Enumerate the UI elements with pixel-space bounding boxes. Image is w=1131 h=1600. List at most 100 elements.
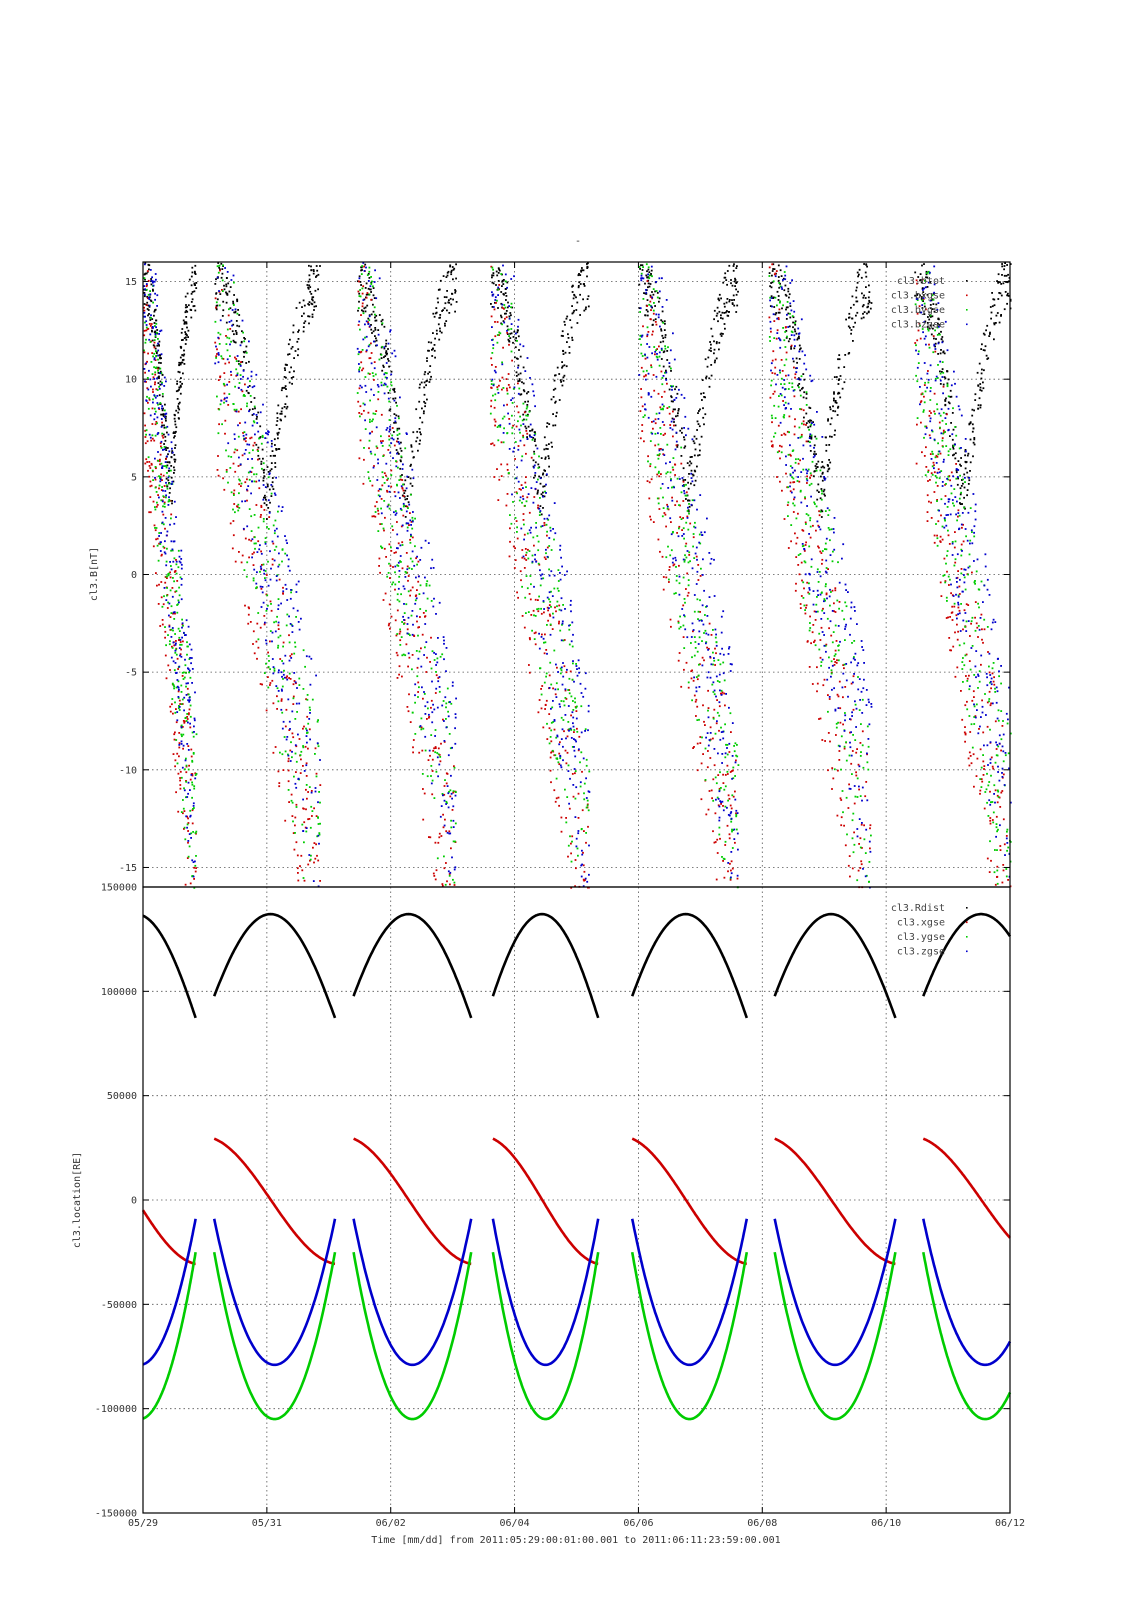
scatter-point-cl3-btot (990, 317, 992, 320)
scatter-point-cl3-btot (276, 417, 279, 419)
scatter-point-cl3-btot (798, 337, 800, 340)
scatter-point-cl3-bygse (719, 663, 722, 666)
scatter-point-cl3-bygse (731, 828, 733, 831)
scatter-point-cl3-bxgse (157, 494, 159, 496)
scatter-point-cl3-bxgse (292, 736, 295, 739)
scatter-point-cl3-bxgse (708, 647, 710, 650)
scatter-point-cl3-bygse (840, 735, 843, 738)
scatter-point-cl3-bygse (409, 541, 412, 544)
scatter-point-cl3-bxgse (250, 539, 253, 542)
scatter-point-cl3-bxgse (224, 419, 227, 422)
scatter-point-cl3-bxgse (798, 573, 801, 576)
scatter-point-cl3-bxgse (825, 643, 828, 646)
scatter-point-cl3-bygse (160, 447, 163, 449)
scatter-point-cl3-bygse (657, 502, 660, 505)
scatter-point-cl3-btot (449, 264, 452, 267)
scatter-point-cl3-btot (965, 461, 968, 463)
scatter-point-cl3-bxgse (235, 358, 238, 360)
scatter-point-cl3-bxgse (789, 453, 791, 456)
scatter-point-cl3-bxgse (820, 552, 823, 554)
scatter-point-cl3-btot (264, 496, 266, 499)
scatter-point-cl3-bygse (663, 405, 665, 408)
scatter-point-cl3-bxgse (790, 540, 792, 543)
scatter-point-cl3-bygse (575, 706, 577, 709)
scatter-point-cl3-btot (419, 416, 421, 419)
scatter-point-cl3-bygse (390, 474, 393, 476)
scatter-point-cl3-bxgse (568, 807, 571, 810)
scatter-point-cl3-bygse (659, 487, 662, 490)
scatter-point-cl3-bxgse (650, 364, 652, 367)
scatter-point-cl3-bygse (145, 288, 148, 291)
scatter-point-cl3-btot (266, 466, 269, 468)
scatter-point-cl3-btot (963, 486, 966, 489)
scatter-point-cl3-bygse (217, 331, 220, 334)
scatter-point-cl3-bygse (293, 775, 295, 778)
scatter-point-cl3-btot (980, 348, 983, 350)
scatter-point-cl3-bxgse (848, 855, 851, 857)
scatter-point-cl3-bxgse (161, 499, 164, 502)
scatter-point-cl3-bxgse (306, 797, 308, 800)
scatter-point-cl3-btot (384, 345, 387, 348)
scatter-point-cl3-btot (491, 274, 493, 277)
scatter-point-cl3-bygse (729, 712, 732, 715)
scatter-point-cl3-bygse (843, 618, 845, 621)
scatter-point-cl3-btot (446, 274, 449, 277)
scatter-point-cl3-btot (498, 269, 501, 272)
scatter-point-cl3-bygse (834, 653, 837, 656)
scatter-point-cl3-btot (821, 472, 824, 475)
scatter-point-cl3-bxgse (174, 612, 176, 615)
scatter-point-cl3-bygse (559, 757, 562, 760)
scatter-point-cl3-bxgse (729, 878, 732, 881)
scatter-point-cl3-bygse (218, 343, 221, 345)
scatter-point-cl3-btot (668, 388, 671, 391)
scatter-point-cl3-bxgse (441, 885, 444, 887)
scatter-point-cl3-bygse (253, 514, 256, 516)
scatter-point-cl3-bxgse (819, 550, 822, 553)
scatter-point-cl3-bxgse (319, 880, 321, 882)
scatter-point-cl3-bygse (227, 455, 230, 458)
scatter-point-cl3-btot (174, 444, 177, 447)
scatter-point-cl3-btot (966, 489, 969, 491)
scatter-point-cl3-bxgse (522, 434, 524, 437)
scatter-point-cl3-bygse (783, 383, 786, 385)
scatter-point-cl3-btot (383, 325, 386, 328)
scatter-point-cl3-bygse (295, 760, 298, 763)
scatter-point-cl3-bxgse (219, 376, 221, 378)
scatter-point-cl3-bxgse (189, 778, 192, 781)
scatter-point-cl3-btot (262, 457, 264, 460)
scatter-point-cl3-bxgse (305, 788, 307, 791)
scatter-point-cl3-bygse (165, 484, 168, 487)
scatter-point-cl3-btot (999, 292, 1002, 295)
scatter-point-cl3-bxgse (157, 603, 160, 605)
scatter-point-cl3-btot (290, 347, 293, 350)
scatter-point-cl3-btot (439, 314, 442, 316)
scatter-point-cl3-bygse (497, 288, 500, 291)
scatter-point-cl3-btot (158, 394, 161, 397)
scatter-point-cl3-btot (380, 357, 383, 359)
scatter-point-cl3-btot (982, 381, 984, 384)
scatter-point-cl3-btot (506, 325, 509, 328)
scatter-point-cl3-btot (974, 393, 977, 396)
scatter-point-cl3-bygse (802, 544, 805, 547)
scatter-point-cl3-bxgse (687, 686, 690, 689)
scatter-point-cl3-bygse (188, 845, 191, 848)
scatter-point-cl3-bygse (675, 566, 677, 568)
scatter-point-cl3-btot (225, 285, 228, 288)
scatter-point-cl3-bygse (720, 726, 722, 729)
scatter-point-cl3-btot (828, 459, 830, 461)
scatter-point-cl3-bxgse (546, 738, 549, 740)
scatter-point-cl3-bxgse (524, 548, 527, 550)
scatter-point-cl3-bygse (844, 712, 846, 714)
scatter-point-cl3-btot (152, 289, 154, 292)
scatter-point-cl3-bxgse (154, 423, 157, 426)
scatter-point-cl3-btot (423, 381, 426, 384)
scatter-point-cl3-bxgse (933, 471, 936, 474)
scatter-point-cl3-bygse (162, 505, 164, 508)
scatter-point-cl3-bxgse (396, 440, 398, 443)
scatter-point-cl3-bygse (400, 561, 402, 563)
scatter-point-cl3-bygse (544, 641, 547, 644)
scatter-point-cl3-btot (829, 408, 832, 411)
scatter-point-cl3-btot (992, 298, 995, 301)
scatter-point-cl3-btot (799, 348, 801, 351)
scatter-point-cl3-btot (312, 269, 315, 271)
